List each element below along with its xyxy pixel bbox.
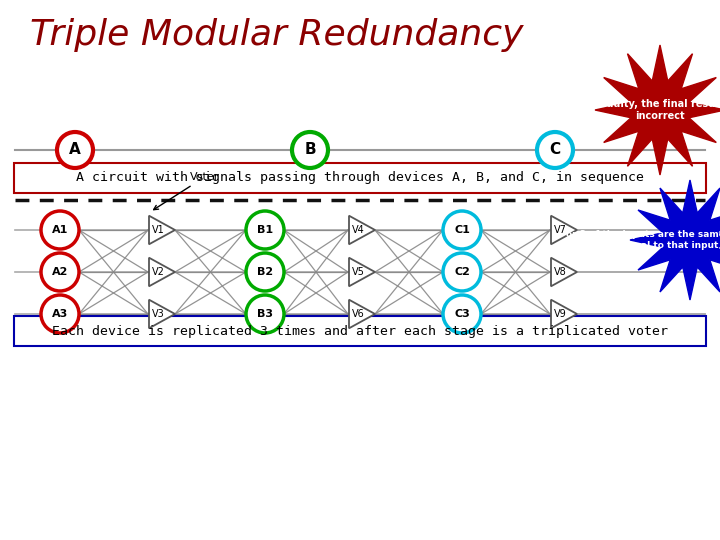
Polygon shape bbox=[349, 300, 375, 328]
Text: V2: V2 bbox=[152, 267, 164, 277]
Text: C2: C2 bbox=[454, 267, 470, 277]
Text: B2: B2 bbox=[257, 267, 273, 277]
Text: Voter: Voter bbox=[153, 172, 220, 210]
Text: A: A bbox=[69, 143, 81, 158]
Text: V7: V7 bbox=[554, 225, 567, 235]
Circle shape bbox=[246, 295, 284, 333]
Circle shape bbox=[41, 253, 79, 291]
Text: V3: V3 bbox=[152, 309, 164, 319]
Polygon shape bbox=[149, 215, 175, 244]
Text: V1: V1 bbox=[152, 225, 164, 235]
Circle shape bbox=[246, 211, 284, 249]
Polygon shape bbox=[149, 300, 175, 328]
Text: C3: C3 bbox=[454, 309, 470, 319]
Text: V8: V8 bbox=[554, 267, 567, 277]
Polygon shape bbox=[595, 45, 720, 175]
Circle shape bbox=[246, 253, 284, 291]
Circle shape bbox=[292, 132, 328, 168]
Text: A1: A1 bbox=[52, 225, 68, 235]
Polygon shape bbox=[630, 180, 720, 300]
Circle shape bbox=[443, 253, 481, 291]
Text: C: C bbox=[549, 143, 561, 158]
Text: V4: V4 bbox=[351, 225, 364, 235]
Text: Each device is replicated 3 times and after each stage is a triplicated voter: Each device is replicated 3 times and af… bbox=[52, 325, 668, 338]
Text: ne is faulty, the final result will
incorrect: ne is faulty, the final result will inco… bbox=[573, 99, 720, 121]
Circle shape bbox=[537, 132, 573, 168]
Text: Triple Modular Redundancy: Triple Modular Redundancy bbox=[30, 18, 523, 52]
Text: or 3 of the inputs are the same, the outp
equal to that input: or 3 of the inputs are the same, the out… bbox=[566, 230, 720, 249]
Circle shape bbox=[443, 211, 481, 249]
Circle shape bbox=[57, 132, 93, 168]
Polygon shape bbox=[349, 258, 375, 286]
Text: A3: A3 bbox=[52, 309, 68, 319]
Text: V9: V9 bbox=[554, 309, 567, 319]
Text: C1: C1 bbox=[454, 225, 470, 235]
Polygon shape bbox=[551, 258, 577, 286]
Polygon shape bbox=[551, 215, 577, 244]
Text: A2: A2 bbox=[52, 267, 68, 277]
FancyBboxPatch shape bbox=[14, 163, 706, 193]
Polygon shape bbox=[551, 300, 577, 328]
Polygon shape bbox=[149, 258, 175, 286]
Circle shape bbox=[443, 295, 481, 333]
Text: V5: V5 bbox=[351, 267, 364, 277]
Text: B3: B3 bbox=[257, 309, 273, 319]
Circle shape bbox=[41, 211, 79, 249]
Text: B: B bbox=[304, 143, 316, 158]
Circle shape bbox=[41, 295, 79, 333]
Polygon shape bbox=[349, 215, 375, 244]
Text: V6: V6 bbox=[351, 309, 364, 319]
Text: A circuit with signals passing through devices A, B, and C, in sequence: A circuit with signals passing through d… bbox=[76, 172, 644, 185]
Text: B1: B1 bbox=[257, 225, 273, 235]
FancyBboxPatch shape bbox=[14, 316, 706, 346]
